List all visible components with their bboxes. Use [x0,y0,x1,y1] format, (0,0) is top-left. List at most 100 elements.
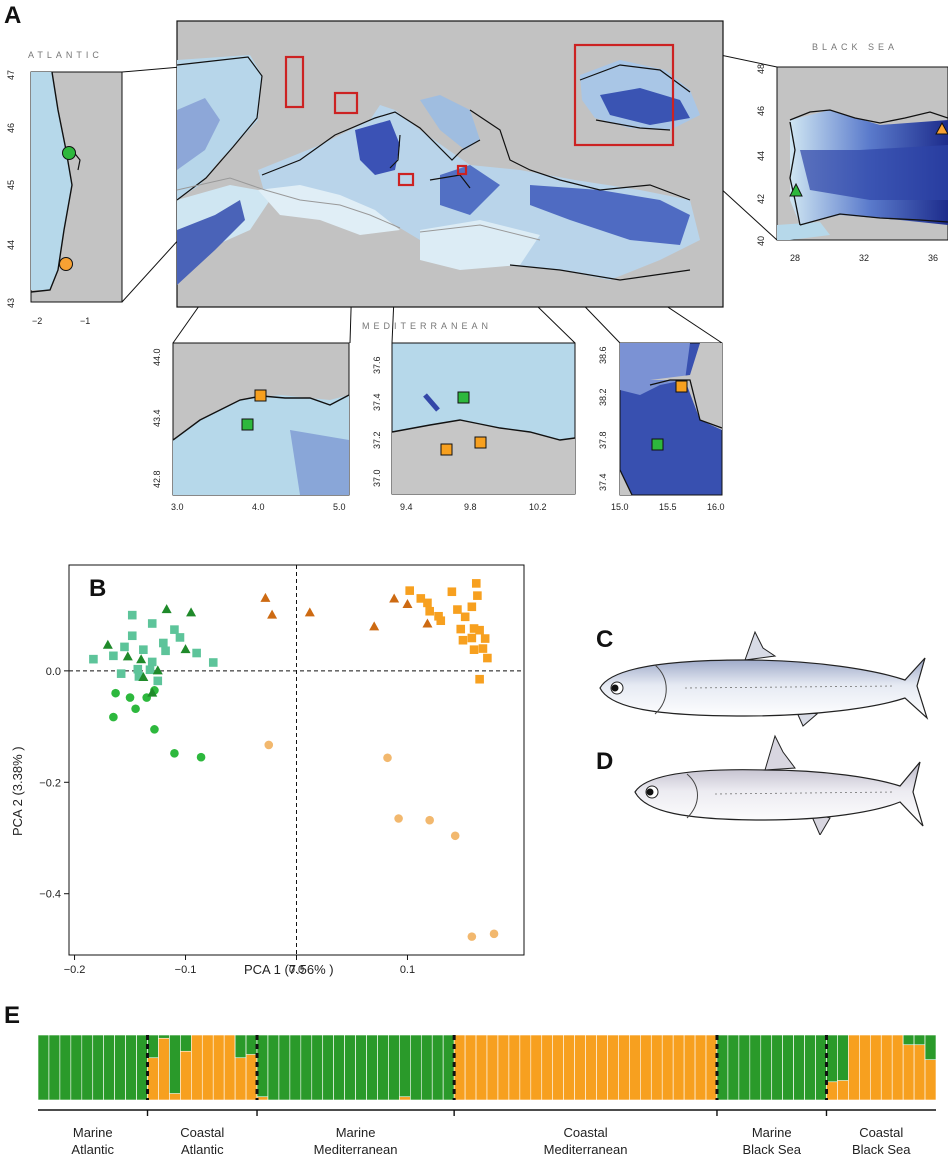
pca-point-circle [489,929,499,939]
structure-bar-green [782,1034,794,1101]
bs-ytick-0: 48 [756,63,766,74]
pca-point-circle [125,693,135,702]
pca-point-triangle [402,599,413,609]
pca-point-square [423,598,432,608]
med1-ytick-0: 44.0 [152,348,162,366]
structure-bar-green [147,1034,159,1059]
structure-bar-orange [585,1034,597,1101]
structure-bar-orange [607,1034,619,1101]
pca-scatter-chart: −0.2 −0.1 0.0 0.1 0.0 −0.2 −0.4 [39,564,525,976]
region-label-atlantic: ATLANTIC [28,50,103,60]
structure-group-label: Marine Black Sea [742,1125,801,1157]
pca-point-square [175,633,185,642]
atl-xtick-0: −2 [32,316,43,326]
structure-bar-orange [475,1034,488,1101]
med3-ytick-0: 38.6 [598,346,608,364]
structure-bar-green [169,1034,181,1094]
structure-bar-orange [530,1034,543,1101]
pca-point-circle [394,814,403,823]
structure-bar-orange [891,1034,904,1101]
structure-group-label: Coastal Black Sea [851,1125,911,1157]
black-sea-inset-map [776,66,948,241]
structure-bar-green [180,1034,192,1052]
structure-bar-orange [705,1034,718,1101]
structure-bar-green [278,1034,291,1101]
structure-bar-green [366,1034,378,1101]
fish-d-coastal-anchovy [634,734,924,835]
structure-bar-green [410,1034,422,1101]
pca-x-tick-label: 0.1 [400,964,415,976]
structure-bar-green [300,1034,313,1101]
structure-bar-orange [508,1034,521,1101]
pca-point-circle [450,831,460,841]
pca-point-square [147,619,157,628]
pca-point-square [133,664,143,674]
panel-label-d: D [596,748,614,775]
structure-bar-green [355,1034,367,1101]
structure-bar-orange [661,1034,674,1101]
med2-xtick-1: 9.8 [464,502,477,512]
pca-point-square [147,657,157,667]
med2-xtick-2: 10.2 [529,502,547,512]
structure-bar-green [804,1034,816,1101]
structure-bar-green [902,1034,915,1046]
pca-point-triangle [422,618,433,628]
structure-bar-orange [574,1034,586,1101]
structure-bar-green [913,1034,926,1046]
pca-point-circle [264,740,274,750]
structure-bar-green [256,1034,269,1098]
structure-bar-orange [672,1034,685,1101]
structure-bar-green [322,1034,334,1101]
structure-bar-orange [191,1034,203,1101]
structure-bar-green [37,1034,50,1101]
structure-bar-green [420,1034,433,1101]
pca-point-square [89,654,98,664]
structure-bar-orange [552,1034,564,1101]
med3-xtick-2: 16.0 [707,502,725,512]
pca-point-square [434,611,443,621]
med1-ytick-2: 42.8 [152,470,162,488]
pca-point-square [145,665,155,675]
pca-point-triangle [122,651,133,661]
med3-ytick-3: 37.4 [598,473,608,491]
pca-point-square [208,658,218,667]
structure-bar-orange [453,1034,466,1101]
med1-ytick-1: 43.4 [152,409,162,427]
pca-x-tick-label: −0.1 [175,964,197,976]
pca-point-triangle [180,644,191,654]
med1-xtick-1: 4.0 [252,502,265,512]
pca-point-square [127,631,137,641]
pca-y-tick-label: −0.2 [39,777,61,789]
pca-point-square [170,625,179,634]
pca-point-triangle [147,687,158,697]
admixture-barplot [37,1034,937,1116]
structure-group-label: Coastal Atlantic [180,1125,225,1157]
structure-bar-orange [869,1034,882,1101]
structure-bar-green [92,1034,105,1101]
pca-point-triangle [102,639,113,649]
region-label-mediterranean: MEDITERRANEAN [362,321,493,331]
structure-bar-green [716,1034,729,1101]
pca-point-square [480,634,490,643]
atl-ytick-2: 45 [6,179,16,190]
med3-xtick-1: 15.5 [659,502,677,512]
pca-point-square [134,672,144,681]
pca-point-square [159,638,168,648]
pca-point-square [469,645,479,654]
bs-xtick-2: 36 [928,253,939,263]
pca-x-tick-label: 0.0 [289,964,304,976]
pca-y-axis-label: PCA 2 (3.38% ) [10,746,25,836]
med2-ytick-3: 37.0 [372,469,382,487]
structure-group-label: Marine Mediterranean [313,1125,398,1157]
pca-y-tick-label: −0.4 [39,889,61,901]
structure-bar-green [377,1034,389,1101]
structure-bar-orange [563,1034,575,1101]
pca-point-square [475,625,484,635]
structure-bar-green [81,1034,94,1101]
structure-bar-orange [464,1034,477,1101]
pca-point-square [469,624,479,633]
pca-point-square [467,602,477,612]
bs-ytick-4: 40 [756,235,766,246]
pca-point-square [153,676,163,686]
atl-ytick-0: 47 [6,69,16,80]
